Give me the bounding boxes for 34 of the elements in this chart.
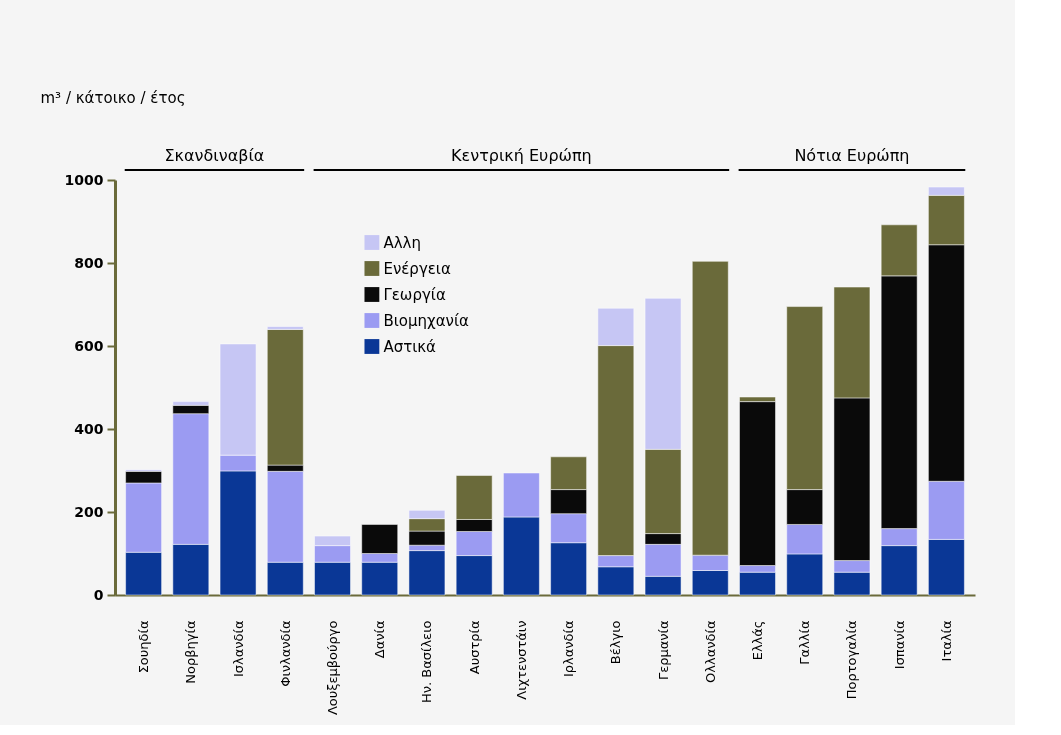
x-tick-label: Ην. Βασίλειο bbox=[419, 620, 435, 704]
x-tick-label: Ελλάς bbox=[750, 620, 765, 661]
bar bbox=[408, 550, 446, 596]
text: Κεντρική Ευρώπη bbox=[451, 146, 592, 165]
x-tick-label: Αυστρία bbox=[466, 620, 482, 675]
y-tick-label: 800 bbox=[74, 254, 104, 271]
x-tick-label: Φινλανδία bbox=[277, 620, 293, 687]
x-tick-label: Σουηδία bbox=[136, 620, 152, 674]
legend-label: Αλλη bbox=[383, 233, 421, 252]
x-tick-label: Ολλανδία bbox=[702, 620, 718, 683]
x-tick-label: Ισπανία bbox=[891, 620, 907, 670]
x-tick-label: Ιταλία bbox=[938, 620, 954, 662]
y-tick-label: 600 bbox=[74, 337, 104, 354]
x-tick-label: Νορβηγία bbox=[183, 620, 199, 684]
x-tick-label: Βέλγιο bbox=[608, 620, 624, 665]
y-tick-label: 1000 bbox=[64, 171, 104, 188]
y-tick-label: 200 bbox=[74, 503, 104, 520]
x-tick-label: Λουξεμβούργο bbox=[325, 620, 340, 716]
x-tick-label: Δανία bbox=[372, 620, 388, 659]
x-tick-label: Ιρλανδία bbox=[561, 620, 577, 678]
x-tick-label: Ισλανδία bbox=[230, 620, 246, 678]
x-tick-label: Πορτογαλία bbox=[844, 620, 860, 700]
y-tick-label: 400 bbox=[74, 420, 104, 437]
legend-label: Ενέργεια bbox=[383, 259, 451, 278]
legend-label: Αστικά bbox=[383, 337, 437, 356]
x-tick-label: Γαλλία bbox=[797, 620, 813, 665]
legend-label: Βιομηχανία bbox=[383, 311, 469, 330]
x-tick-label: Γερμανία bbox=[655, 620, 671, 681]
x-tick-label: Λιχτενστάιν bbox=[513, 620, 529, 700]
text: Σκανδιναβία bbox=[164, 146, 265, 165]
y-tick-label: 0 bbox=[93, 586, 104, 603]
text: Νότια Ευρώπη bbox=[794, 146, 910, 165]
y-axis-title: m³ / κάτοικο / έτος bbox=[40, 88, 186, 107]
legend-label: Γεωργία bbox=[383, 285, 446, 304]
